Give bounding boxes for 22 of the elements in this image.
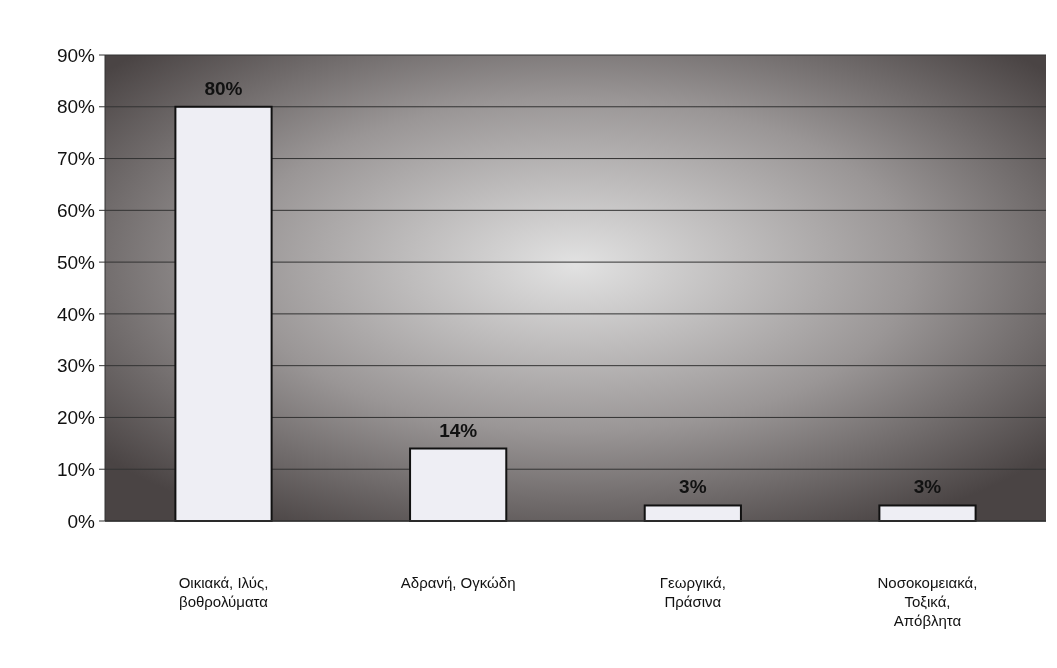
y-tick-label: 70% (56, 148, 96, 170)
y-tick-label: 40% (56, 303, 96, 325)
y-tick-label: 30% (56, 355, 96, 377)
bar (409, 447, 508, 522)
y-tick-label: 50% (56, 251, 96, 273)
data-label: 3% (679, 476, 707, 498)
data-label: 80% (204, 77, 243, 99)
y-tick-label: 0% (67, 510, 96, 532)
x-tick-label: Νοσοκομειακά, Τοξικά, Απόβλητα (877, 574, 978, 629)
x-tick-label: Γεωργικά, Πράσινα (659, 574, 726, 610)
y-tick-label: 10% (56, 458, 96, 480)
bar (643, 504, 742, 522)
x-tick-label: Αδρανή, Ογκώδη (400, 574, 516, 591)
y-tick-label: 20% (56, 407, 96, 429)
y-tick-label: 80% (56, 96, 96, 118)
y-tick-label: 90% (56, 44, 96, 66)
bar (878, 504, 977, 522)
bar (174, 105, 273, 522)
data-label: 14% (439, 419, 478, 441)
data-label: 3% (913, 476, 942, 498)
y-tick-label: 60% (56, 199, 96, 221)
x-tick-label: Οικιακά, Ιλύς, βοθρολύματα (178, 574, 269, 610)
